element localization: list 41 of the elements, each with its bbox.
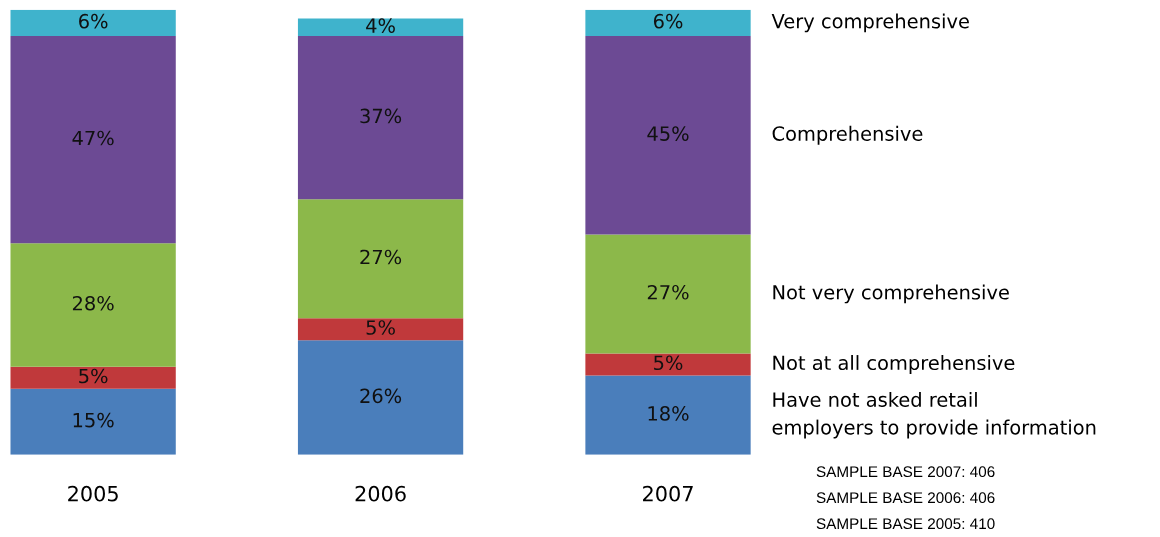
data-label: 4% bbox=[366, 18, 395, 33]
data-label: 5% bbox=[79, 368, 108, 384]
bar bbox=[585, 36, 751, 235]
x-tick-label: 2006 bbox=[355, 485, 406, 502]
bar bbox=[297, 36, 464, 200]
bar bbox=[297, 318, 464, 341]
data-label: 28% bbox=[72, 295, 114, 311]
series-label: Not at all comprehensive bbox=[773, 355, 1015, 374]
bar bbox=[297, 340, 464, 455]
bar bbox=[10, 36, 176, 244]
text: SAMPLE BASE 2006: 406 bbox=[816, 492, 995, 504]
data-label: 18% bbox=[648, 406, 689, 421]
data-label: 45% bbox=[647, 126, 689, 141]
data-label: 5% bbox=[654, 355, 683, 371]
bar bbox=[297, 18, 464, 37]
data-label: 6% bbox=[79, 13, 108, 29]
x-tick-label: 2007 bbox=[643, 485, 693, 502]
series-label: Comprehensive bbox=[772, 125, 923, 145]
bar bbox=[585, 9, 751, 37]
data-label: 27% bbox=[360, 249, 402, 265]
bar bbox=[10, 388, 176, 455]
data-label: 15% bbox=[73, 412, 114, 428]
series-label: Very comprehensive bbox=[771, 13, 969, 33]
x-tick-label: 2005 bbox=[68, 485, 118, 502]
series-label: Not very comprehensive bbox=[773, 284, 1009, 304]
data-label: 5% bbox=[366, 320, 395, 335]
bar bbox=[585, 234, 751, 354]
bar bbox=[10, 366, 176, 389]
text: SAMPLE BASE 2007: 406 bbox=[816, 466, 995, 478]
series-label: Have not asked retail employers to provide information bbox=[772, 391, 1096, 439]
text: SAMPLE BASE 2005: 410 bbox=[816, 518, 995, 530]
bar bbox=[10, 243, 176, 367]
bar bbox=[10, 9, 176, 37]
data-label: 47% bbox=[72, 130, 114, 146]
bar bbox=[585, 375, 751, 455]
bar bbox=[297, 199, 464, 319]
data-label: 37% bbox=[360, 108, 402, 124]
data-label: 26% bbox=[360, 388, 402, 404]
data-label: 27% bbox=[647, 284, 689, 300]
bar bbox=[585, 353, 751, 376]
data-label: 6% bbox=[653, 13, 683, 29]
